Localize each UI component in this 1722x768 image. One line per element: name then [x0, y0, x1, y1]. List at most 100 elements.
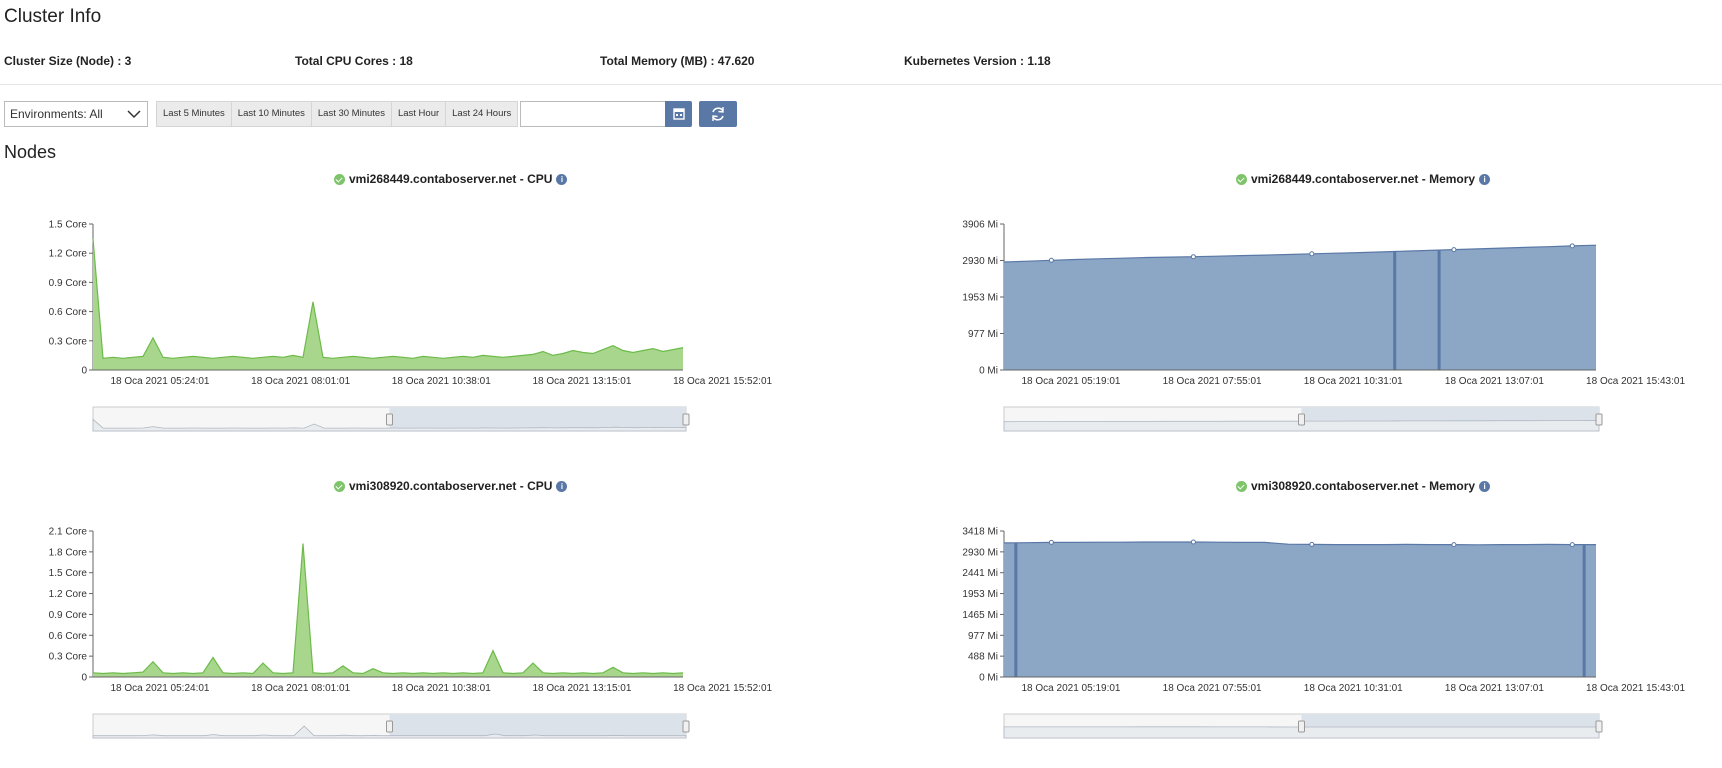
- range-last-5-minutes-button[interactable]: Last 5 Minutes: [156, 101, 232, 127]
- refresh-icon: [712, 107, 724, 121]
- navigator-handle[interactable]: [386, 720, 393, 733]
- marker: [1190, 539, 1196, 545]
- navigator-handle[interactable]: [1595, 720, 1603, 733]
- y-tick-label: 0 Mi: [979, 366, 998, 377]
- stat-k8s-version: Kubernetes Version : 1.18: [904, 54, 1051, 68]
- chart-title-1: vmi268449.contaboserver.net - CPU i: [334, 172, 568, 186]
- y-tick-label: 1953 Mi: [962, 293, 998, 304]
- y-tick-label: 2441 Mi: [962, 568, 998, 579]
- calendar-icon: [673, 108, 685, 120]
- x-tick-label: 18 Oca 2021 13:07:01: [1445, 376, 1544, 387]
- status-ok-icon: [1236, 173, 1247, 185]
- y-tick-label: 2930 Mi: [962, 256, 998, 267]
- chart-title-text: vmi308920.contaboserver.net - Memory: [1251, 479, 1476, 493]
- y-tick-label: 0: [81, 673, 87, 684]
- info-icon[interactable]: i: [556, 173, 568, 185]
- chart-title-text: vmi268449.contaboserver.net - CPU: [349, 172, 553, 186]
- y-tick-label: 0: [81, 366, 87, 377]
- y-tick-label: 1.2 Core: [49, 249, 88, 260]
- chevron-down-icon: [127, 110, 141, 119]
- divider: [0, 84, 1722, 85]
- y-tick-label: 488 Mi: [968, 652, 998, 663]
- series-area: [93, 238, 683, 370]
- series-line: [1003, 541, 1596, 546]
- range-last-30-minutes-button[interactable]: Last 30 Minutes: [310, 101, 392, 127]
- marker: [1190, 254, 1196, 260]
- stat-cpu-cores: Total CPU Cores : 18: [295, 54, 413, 68]
- x-tick-label: 18 Oca 2021 15:52:01: [673, 376, 772, 387]
- nodes-heading: Nodes: [4, 142, 57, 162]
- series-line: [92, 238, 684, 359]
- x-tick-label: 18 Oca 2021 13:15:01: [532, 376, 631, 387]
- range-last-hour-button[interactable]: Last Hour: [390, 101, 447, 127]
- info-icon[interactable]: i: [1479, 173, 1491, 185]
- y-tick-label: 3418 Mi: [962, 527, 998, 538]
- info-icon[interactable]: i: [1479, 480, 1491, 492]
- marker: [1048, 257, 1054, 263]
- y-tick-label: 0.6 Core: [49, 631, 88, 642]
- y-tick-label: 0.9 Core: [49, 610, 88, 621]
- y-tick-label: 1.5 Core: [49, 568, 88, 579]
- y-tick-label: 0.3 Core: [49, 652, 88, 663]
- navigator-selection[interactable]: [389, 407, 687, 431]
- calendar-button[interactable]: [665, 101, 692, 127]
- series-area: [93, 543, 683, 677]
- chart-title-4: vmi308920.contaboserver.net - Memory i: [1236, 479, 1491, 493]
- navigator-handle[interactable]: [682, 413, 690, 426]
- y-tick-label: 977 Mi: [968, 631, 998, 642]
- x-tick-label: 18 Oca 2021 08:01:01: [251, 683, 350, 694]
- x-tick-label: 18 Oca 2021 10:38:01: [392, 376, 491, 387]
- y-tick-label: 3906 Mi: [962, 220, 998, 231]
- navigator-series: [1003, 420, 1600, 432]
- series-line: [92, 543, 684, 675]
- navigator-selection[interactable]: [389, 714, 687, 738]
- y-tick-label: 0.9 Core: [49, 278, 88, 289]
- series-line: [1003, 244, 1597, 263]
- marker: [1451, 542, 1457, 548]
- x-tick-label: 18 Oca 2021 15:43:01: [1586, 376, 1685, 387]
- x-tick-label: 18 Oca 2021 05:24:01: [111, 683, 210, 694]
- x-tick-label: 18 Oca 2021 10:31:01: [1304, 683, 1403, 694]
- marker: [1309, 251, 1315, 257]
- chart-title-2: vmi268449.contaboserver.net - Memory i: [1236, 172, 1491, 186]
- x-tick-label: 18 Oca 2021 08:01:01: [251, 376, 350, 387]
- refresh-button[interactable]: [699, 101, 737, 127]
- navigator-handle[interactable]: [682, 720, 690, 733]
- y-tick-label: 0.3 Core: [49, 336, 88, 347]
- range-last-10-minutes-button[interactable]: Last 10 Minutes: [230, 101, 312, 127]
- series-area: [1004, 542, 1596, 677]
- navigator-handle[interactable]: [386, 413, 393, 426]
- stat-total-memory: Total Memory (MB) : 47.620: [600, 54, 755, 68]
- status-ok-icon: [334, 173, 345, 185]
- y-tick-label: 1953 Mi: [962, 589, 998, 600]
- y-tick-label: 0 Mi: [979, 673, 998, 684]
- navigator-handle[interactable]: [1298, 720, 1305, 733]
- y-tick-label: 2930 Mi: [962, 547, 998, 558]
- x-tick-label: 18 Oca 2021 10:38:01: [392, 683, 491, 694]
- x-tick-label: 18 Oca 2021 15:43:01: [1586, 683, 1685, 694]
- marker: [1451, 247, 1457, 253]
- y-tick-label: 1465 Mi: [962, 610, 998, 621]
- marker: [1569, 243, 1575, 249]
- chart-title-text: vmi268449.contaboserver.net - Memory: [1251, 172, 1476, 186]
- y-tick-label: 0.6 Core: [49, 307, 88, 318]
- marker: [1048, 539, 1054, 545]
- environment-select[interactable]: Environments: All: [4, 101, 148, 127]
- info-icon[interactable]: i: [556, 480, 568, 492]
- x-tick-label: 18 Oca 2021 05:19:01: [1022, 683, 1121, 694]
- navigator-series: [92, 725, 687, 739]
- y-tick-label: 1.2 Core: [49, 589, 88, 600]
- environment-select-value: Environments: All: [10, 107, 103, 121]
- series-area: [1004, 245, 1596, 370]
- time-range-group: Last 5 Minutes Last 10 Minutes Last 30 M…: [156, 101, 519, 127]
- y-tick-label: 1.8 Core: [49, 547, 88, 558]
- range-last-24-hours-button[interactable]: Last 24 Hours: [445, 101, 519, 127]
- x-tick-label: 18 Oca 2021 10:31:01: [1304, 376, 1403, 387]
- marker: [1309, 541, 1315, 547]
- navigator-handle[interactable]: [1595, 413, 1603, 426]
- stat-cluster-size: Cluster Size (Node) : 3: [4, 54, 132, 68]
- x-tick-label: 18 Oca 2021 05:19:01: [1022, 376, 1121, 387]
- navigator-handle[interactable]: [1298, 413, 1305, 426]
- status-ok-icon: [1236, 480, 1247, 492]
